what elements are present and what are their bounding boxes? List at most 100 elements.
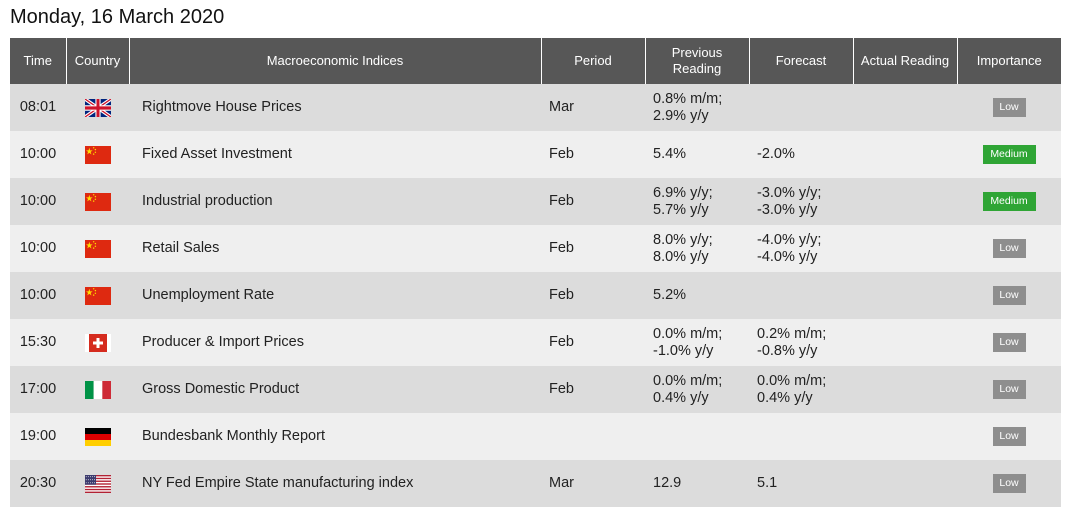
country-cell xyxy=(66,460,129,507)
header-actual: Actual Reading xyxy=(852,38,957,84)
header-forecast: Forecast xyxy=(748,38,853,84)
time-value: 20:30 xyxy=(19,475,57,491)
country-cell xyxy=(66,272,129,319)
index-name: Producer & Import Prices xyxy=(142,334,304,350)
index-cell: Fixed Asset Investment xyxy=(129,131,541,178)
header-previous: Previous Reading xyxy=(644,38,749,84)
country-cell xyxy=(66,225,129,272)
table-row: 10:00 Unemployment Rate Feb 5.2% Low xyxy=(10,272,1061,319)
forecast-cell xyxy=(749,413,853,460)
index-cell: Retail Sales xyxy=(129,225,541,272)
country-cell xyxy=(66,131,129,178)
importance-cell: Medium xyxy=(957,131,1061,178)
actual-cell xyxy=(853,178,957,225)
table-body: 08:01 Rightmove House Prices Mar 0.8% m/m; 2… xyxy=(10,84,1061,507)
previous-value: -1.0% y/y xyxy=(653,342,714,359)
period-value: Mar xyxy=(549,475,574,491)
period-cell: Feb xyxy=(541,272,645,319)
uk-flag-icon xyxy=(84,98,111,117)
previous-cell: 0.0% m/m; 0.4% y/y xyxy=(645,366,749,413)
previous-value: 0.8% m/m; xyxy=(653,90,723,107)
time-cell: 15:30 xyxy=(10,319,66,366)
index-cell: Bundesbank Monthly Report xyxy=(129,413,541,460)
forecast-cell xyxy=(749,272,853,319)
previous-cell: 12.9 xyxy=(645,460,749,507)
time-cell: 10:00 xyxy=(10,225,66,272)
forecast-cell: -4.0% y/y; -4.0% y/y xyxy=(749,225,853,272)
time-cell: 10:00 xyxy=(10,272,66,319)
importance-cell: Low xyxy=(957,272,1061,319)
germany-flag-icon xyxy=(84,427,111,446)
time-value: 17:00 xyxy=(19,381,57,397)
period-cell: Feb xyxy=(541,366,645,413)
china-flag-icon xyxy=(84,145,111,164)
country-cell xyxy=(66,178,129,225)
switzerland-flag-icon xyxy=(84,333,111,352)
index-name: Unemployment Rate xyxy=(142,287,275,303)
actual-cell xyxy=(853,319,957,366)
forecast-value: 0.0% m/m; xyxy=(757,372,827,389)
country-cell xyxy=(66,413,129,460)
previous-value: 0.0% m/m; xyxy=(653,372,723,389)
forecast-value: 0.4% y/y xyxy=(757,389,813,406)
index-name: Bundesbank Monthly Report xyxy=(142,428,325,444)
index-cell: NY Fed Empire State manufacturing index xyxy=(129,460,541,507)
time-value: 10:00 xyxy=(19,287,57,303)
importance-badge: Low xyxy=(992,286,1026,305)
forecast-cell: -3.0% y/y; -3.0% y/y xyxy=(749,178,853,225)
time-value: 10:00 xyxy=(19,240,57,256)
period-cell: Mar xyxy=(541,460,645,507)
period-value: Feb xyxy=(549,146,574,162)
period-cell: Feb xyxy=(541,225,645,272)
time-cell: 20:30 xyxy=(10,460,66,507)
actual-cell xyxy=(853,460,957,507)
period-value: Feb xyxy=(549,334,574,350)
page-title: Monday, 16 March 2020 xyxy=(10,6,225,28)
forecast-value: -4.0% y/y xyxy=(757,248,818,265)
economic-calendar-table: Time Country Macroeconomic Indices Perio… xyxy=(10,38,1061,507)
previous-value: 12.9 xyxy=(653,475,682,491)
forecast-value: 0.2% m/m; xyxy=(757,325,827,342)
period-cell xyxy=(541,413,645,460)
index-cell: Rightmove House Prices xyxy=(129,84,541,131)
time-value: 08:01 xyxy=(19,99,57,115)
time-value: 10:00 xyxy=(19,146,57,162)
time-cell: 10:00 xyxy=(10,178,66,225)
index-name: Rightmove House Prices xyxy=(142,99,302,115)
importance-cell: Low xyxy=(957,225,1061,272)
index-cell: Gross Domestic Product xyxy=(129,366,541,413)
previous-value: 8.0% y/y xyxy=(653,248,709,265)
index-name: Retail Sales xyxy=(142,240,220,256)
italy-flag-icon xyxy=(84,380,111,399)
index-name: NY Fed Empire State manufacturing index xyxy=(142,475,414,491)
period-value: Feb xyxy=(549,193,574,209)
previous-value: 6.9% y/y; xyxy=(653,184,713,201)
importance-badge: Low xyxy=(992,427,1026,446)
usa-flag-icon xyxy=(84,474,111,493)
forecast-value: 5.1 xyxy=(757,475,778,491)
time-cell: 08:01 xyxy=(10,84,66,131)
forecast-value: -0.8% y/y xyxy=(757,342,818,359)
period-cell: Mar xyxy=(541,84,645,131)
header-period: Period xyxy=(540,38,645,84)
time-value: 10:00 xyxy=(19,193,57,209)
header-previous-line1: Previous xyxy=(671,45,723,60)
country-cell xyxy=(66,319,129,366)
time-cell: 19:00 xyxy=(10,413,66,460)
previous-cell: 6.9% y/y; 5.7% y/y xyxy=(645,178,749,225)
previous-value: 0.0% m/m; xyxy=(653,325,723,342)
previous-cell xyxy=(645,413,749,460)
index-name: Industrial production xyxy=(142,193,273,209)
previous-cell: 5.2% xyxy=(645,272,749,319)
previous-value: 8.0% y/y; xyxy=(653,231,713,248)
importance-badge: Medium xyxy=(982,192,1036,211)
period-value: Mar xyxy=(549,99,574,115)
previous-cell: 8.0% y/y; 8.0% y/y xyxy=(645,225,749,272)
importance-cell: Medium xyxy=(957,178,1061,225)
forecast-cell: 0.2% m/m; -0.8% y/y xyxy=(749,319,853,366)
previous-value: 5.4% xyxy=(653,146,687,162)
time-cell: 10:00 xyxy=(10,131,66,178)
period-value: Feb xyxy=(549,287,574,303)
table-row: 15:30 Producer & Import Prices Feb 0.0% m/m… xyxy=(10,319,1061,366)
importance-badge: Low xyxy=(992,239,1026,258)
